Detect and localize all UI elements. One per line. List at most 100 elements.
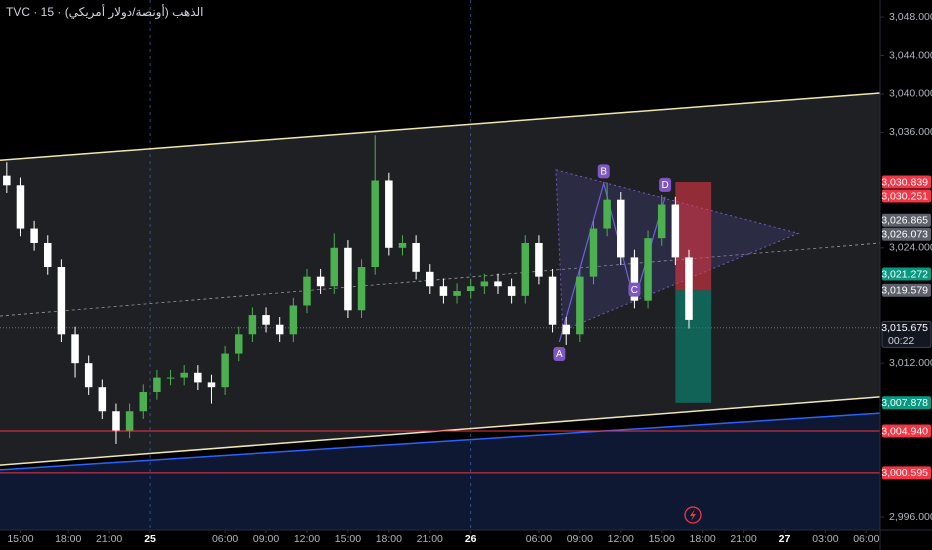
candle-body — [685, 257, 693, 320]
candle-body — [630, 257, 639, 301]
pattern-point — [553, 347, 566, 362]
x-tick-label: 25 — [144, 533, 156, 545]
x-tick-label: 09:00 — [567, 533, 593, 545]
candle-body — [657, 204, 666, 239]
chart-title[interactable]: TVC · 15 · الذهب (أونصة/دولار أمريكي) — [6, 4, 204, 20]
price-label-box — [882, 396, 931, 410]
price-label-box — [882, 175, 931, 189]
candle-body — [3, 175, 11, 186]
y-tick-label: 3,036.000 — [889, 126, 932, 138]
x-tick-label: 21:00 — [730, 533, 756, 545]
price-label-box — [882, 283, 931, 297]
price-label-box — [882, 213, 931, 227]
candle-body — [112, 411, 120, 431]
price-label: 3,026.073 — [881, 229, 928, 241]
position-target — [675, 290, 712, 403]
candle-body — [84, 363, 93, 388]
price-label: 3,015.675 — [881, 322, 928, 334]
candle-body — [344, 247, 352, 311]
candle-body — [166, 377, 175, 379]
candle-body — [57, 267, 66, 335]
price-label: 3,019.579 — [881, 285, 928, 297]
candle-body — [603, 199, 611, 229]
candle-body — [371, 180, 379, 268]
candle-body — [507, 286, 516, 296]
x-tick-label: 12:00 — [608, 533, 634, 545]
candle-body — [139, 392, 148, 412]
candle-body — [248, 315, 257, 335]
candle-body — [398, 242, 407, 248]
price-label: 3,021.272 — [881, 268, 928, 280]
candle-body — [221, 353, 229, 388]
candle-body — [385, 180, 393, 248]
candle-body — [194, 372, 202, 383]
pattern-point — [659, 177, 672, 192]
x-tick-label: 18:00 — [689, 533, 715, 545]
y-tick-label: 3,024.000 — [889, 242, 932, 254]
candle-body — [207, 382, 216, 388]
candle-body — [548, 276, 557, 325]
candle-body — [16, 185, 25, 229]
y-tick-label: 2,996.000 — [889, 511, 932, 523]
price-label-box — [882, 189, 931, 203]
candle-body — [426, 271, 434, 287]
candle-body — [562, 324, 570, 335]
price-countdown: 00:22 — [888, 335, 914, 347]
price-label-box — [882, 466, 931, 480]
x-tick-label: 03:00 — [812, 533, 838, 545]
price-label: 3,007.878 — [881, 397, 928, 409]
candle-body — [535, 242, 543, 277]
pattern-point — [597, 164, 610, 179]
candle-body — [303, 276, 311, 306]
candle-body — [330, 247, 339, 287]
price-label: 3,004.940 — [881, 425, 928, 437]
position-stop — [675, 182, 712, 291]
candle-body — [671, 204, 680, 258]
candle-body — [44, 242, 52, 268]
pattern-point-label: C — [631, 285, 638, 296]
candle-body — [412, 242, 420, 272]
candle-body — [71, 334, 79, 364]
alert-icon[interactable] — [684, 506, 702, 524]
x-tick-label: 21:00 — [417, 533, 443, 545]
price-label: 3,030.839 — [881, 176, 928, 188]
plot-area: A B C D — [0, 0, 881, 530]
pattern-point-label: A — [556, 349, 563, 360]
x-tick-label: 09:00 — [253, 533, 279, 545]
x-tick-label: 26 — [465, 533, 477, 545]
x-tick-label: 06:00 — [526, 533, 552, 545]
y-tick-label: 3,040.000 — [889, 88, 932, 100]
x-tick-label: 15:00 — [649, 533, 675, 545]
alert-icon-ring — [684, 506, 702, 524]
pattern-point — [628, 282, 641, 297]
candle-body — [521, 242, 530, 296]
candle-body — [316, 276, 325, 287]
candle-body — [289, 305, 298, 335]
y-tick-label: 3,012.000 — [889, 357, 932, 369]
x-tick-label: 18:00 — [55, 533, 81, 545]
channel-upper — [0, 92, 881, 162]
candle-body — [576, 276, 584, 335]
candle-body — [180, 372, 188, 378]
candle-body — [357, 267, 366, 311]
x-tick-label: 06:00 — [212, 533, 238, 545]
trendline — [0, 412, 881, 471]
x-tick-label: 15:00 — [335, 533, 361, 545]
candle-body — [30, 228, 38, 243]
candle-body — [494, 281, 502, 287]
price-label-box — [882, 424, 931, 438]
zone-fill — [0, 413, 880, 530]
x-tick-label: 15:00 — [7, 533, 33, 545]
pattern-point-label: D — [661, 180, 668, 191]
y-tick-label: 3,044.000 — [889, 49, 932, 61]
candle-body — [453, 291, 461, 296]
y-tick-label: 3,048.000 — [889, 11, 932, 23]
candle-body — [617, 199, 625, 258]
candle-body — [589, 228, 598, 277]
alert-icon-bolt — [690, 509, 696, 521]
candle-body — [275, 324, 284, 335]
candle-body — [262, 315, 270, 325]
candle-body — [98, 387, 107, 412]
pattern-point-label: B — [600, 167, 607, 178]
candle-body — [235, 334, 243, 354]
